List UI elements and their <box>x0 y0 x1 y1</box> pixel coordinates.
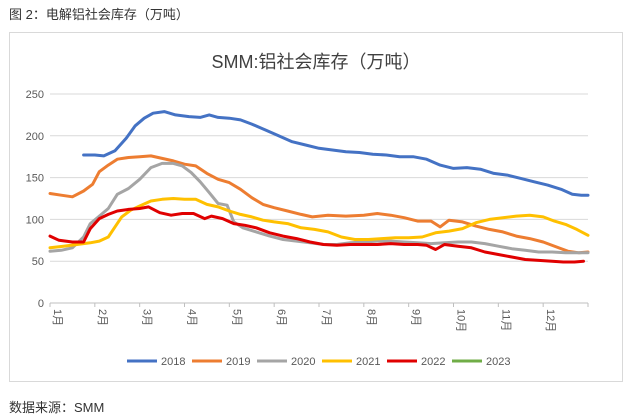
legend-item-2019: 2019 <box>192 356 250 368</box>
x-tick-label: 7月 <box>320 309 332 326</box>
x-tick-label: 4月 <box>186 309 198 326</box>
series-line-2020 <box>48 161 590 255</box>
legend-label: 2021 <box>356 356 380 368</box>
line-chart: SMM:铝社会库存（万吨） 0 50 100 150 200 250 1月 2月 3月 4月 5月 6… <box>26 52 590 368</box>
chart-title: SMM:铝社会库存（万吨） <box>212 52 421 72</box>
x-tick-label: 11月 <box>499 309 511 331</box>
legend-item-2018: 2018 <box>127 356 185 368</box>
x-tick-label: 8月 <box>365 309 377 326</box>
chart-frame: SMM:铝社会库存（万吨） 0 50 100 150 200 250 1月 2月 3月 4月 5月 6… <box>9 32 623 382</box>
legend-label: 2023 <box>486 356 510 368</box>
legend-item-2021: 2021 <box>322 356 380 368</box>
x-tick-label: 5月 <box>230 309 242 326</box>
x-tick-label: 6月 <box>275 309 287 326</box>
x-tick-label: 1月 <box>51 309 63 326</box>
legend-label: 2018 <box>161 356 185 368</box>
legend-label: 2020 <box>291 356 315 368</box>
series-line-2019 <box>48 154 590 255</box>
legend-item-2020: 2020 <box>257 356 315 368</box>
x-tick-label: 2月 <box>96 309 108 326</box>
legend-item-2022: 2022 <box>387 356 445 368</box>
legend-label: 2019 <box>226 356 250 368</box>
series-line-2022 <box>48 205 585 264</box>
y-tick-label: 150 <box>26 173 44 185</box>
figure-caption: 图 2：电解铝社会库存（万吨） <box>9 7 189 22</box>
source-note: 数据来源：SMM <box>9 400 105 415</box>
grid-layer <box>50 93 588 262</box>
y-tick-label: 0 <box>38 298 44 310</box>
series-line-2021 <box>48 197 590 250</box>
x-tick-label: 3月 <box>141 309 153 326</box>
y-tick-label: 200 <box>26 131 44 143</box>
y-tick-label: 250 <box>26 89 44 101</box>
x-tick-label: 12月 <box>544 309 556 332</box>
axis-layer: 0 50 100 150 200 250 1月 2月 3月 4月 5月 6月 7月 8月 9月 10月 11月 1… <box>26 89 589 332</box>
legend: 2018 2019 2020 2021 2022 2023 <box>127 356 510 368</box>
x-tick-label: 10月 <box>455 309 467 332</box>
x-tick-label: 9月 <box>410 309 422 326</box>
y-tick-label: 100 <box>26 214 44 226</box>
series-line-2018 <box>82 110 590 197</box>
legend-label: 2022 <box>421 356 445 368</box>
legend-item-2023: 2023 <box>452 356 510 368</box>
series-layer <box>48 110 590 264</box>
y-tick-label: 50 <box>32 256 44 268</box>
